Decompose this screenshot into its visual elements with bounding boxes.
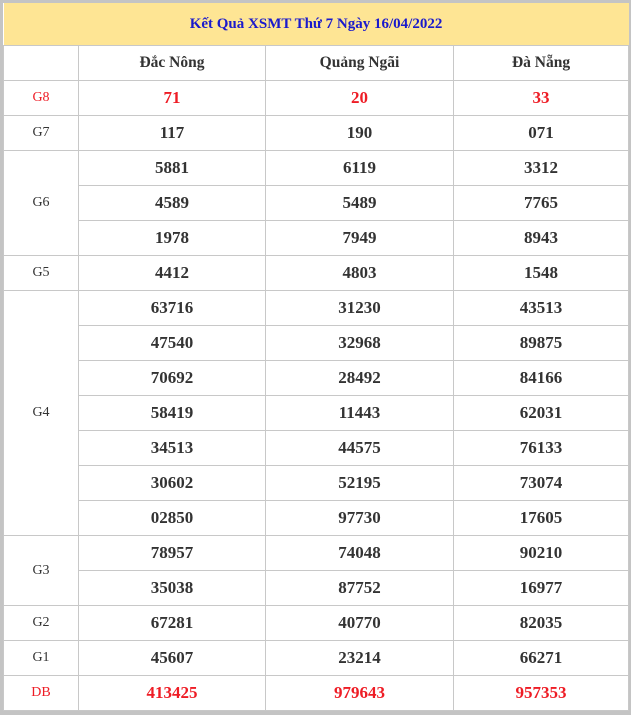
prize-number: 44575 <box>265 430 454 466</box>
prize-number: 4589 <box>78 185 266 221</box>
prize-number: 23214 <box>265 640 454 676</box>
prize-number: 45607 <box>78 640 266 676</box>
header-row: Đắc Nông Quảng Ngãi Đà Nẵng <box>3 45 630 81</box>
prize-number: 6119 <box>265 150 454 186</box>
prize-number: 82035 <box>452 605 630 641</box>
prize-row-g2: G2 67281 40770 82035 <box>3 605 630 641</box>
prize-row-g6: G6 5881 6119 3312 <box>3 150 630 256</box>
prize-number: 20 <box>265 80 454 116</box>
prize-number: 8943 <box>452 220 630 256</box>
prize-number: 3312 <box>452 150 630 186</box>
prize-row-g5: G5 4412 4803 1548 <box>3 255 630 291</box>
table-title: Kết Quả XSMT Thứ 7 Ngày 16/04/2022 <box>3 3 629 46</box>
prize-row-g6: 1978 7949 8943 <box>4 220 630 256</box>
prize-number: 16977 <box>452 570 630 606</box>
prize-number: 90210 <box>452 535 630 571</box>
prize-number: 70692 <box>78 360 266 396</box>
prize-row-g3: G3 78957 74048 90210 <box>3 535 630 606</box>
prize-number: 71 <box>78 80 266 116</box>
prize-label: G8 <box>3 80 79 116</box>
prize-row-db: DB 413425 979643 957353 <box>3 675 630 711</box>
prize-number: 190 <box>265 115 454 151</box>
prize-number: 1978 <box>78 220 266 256</box>
prize-row-g8: G8 71 20 33 <box>3 80 630 116</box>
prize-label: G5 <box>3 255 79 291</box>
lottery-results-table: Kết Quả XSMT Thứ 7 Ngày 16/04/2022 Đắc N… <box>3 3 630 711</box>
title-row: Kết Quả XSMT Thứ 7 Ngày 16/04/2022 <box>3 3 629 46</box>
prize-number: 17605 <box>452 500 630 536</box>
prize-number: 4412 <box>78 255 266 291</box>
prize-number: 5881 <box>78 150 266 186</box>
prize-number: 1548 <box>452 255 630 291</box>
prize-row-g6: 4589 5489 7765 <box>4 185 630 221</box>
prize-number: 28492 <box>265 360 454 396</box>
prize-row-g4: 34513 44575 76133 <box>4 430 630 466</box>
prize-number: 47540 <box>78 325 266 361</box>
prize-number: 58419 <box>78 395 266 431</box>
prize-number: 31230 <box>265 290 454 326</box>
prize-label: G4 <box>3 290 79 536</box>
prize-number: 071 <box>452 115 630 151</box>
prize-row-g4: 30602 52195 73074 <box>4 465 630 501</box>
prize-number: 35038 <box>78 570 266 606</box>
prize-number: 73074 <box>452 465 630 501</box>
prize-row-g4: G4 63716 31230 43513 <box>3 290 630 536</box>
prize-number: 62031 <box>452 395 630 431</box>
prize-number: 84166 <box>452 360 630 396</box>
prize-label: DB <box>3 675 79 711</box>
prize-number: 32968 <box>265 325 454 361</box>
prize-number: 67281 <box>78 605 266 641</box>
prize-number: 7765 <box>452 185 630 221</box>
prize-number: 5489 <box>265 185 454 221</box>
prize-row-g1: G1 45607 23214 66271 <box>3 640 630 676</box>
prize-row-g4: 47540 32968 89875 <box>4 325 630 361</box>
prize-number: 78957 <box>78 535 266 571</box>
prize-number: 52195 <box>265 465 454 501</box>
prize-number: 43513 <box>452 290 630 326</box>
prize-number: 40770 <box>265 605 454 641</box>
prize-number: 74048 <box>265 535 454 571</box>
prize-number: 7949 <box>265 220 454 256</box>
prize-label: G3 <box>3 535 79 606</box>
prize-number: 30602 <box>78 465 266 501</box>
prize-number: 413425 <box>78 675 266 711</box>
prize-number: 87752 <box>265 570 454 606</box>
prize-number: 63716 <box>78 290 266 326</box>
prize-number: 11443 <box>265 395 454 431</box>
prize-number: 66271 <box>452 640 630 676</box>
prize-row-g4: 58419 11443 62031 <box>4 395 630 431</box>
header-province-1: Đắc Nông <box>78 45 266 81</box>
prize-number: 34513 <box>78 430 266 466</box>
prize-number: 4803 <box>265 255 454 291</box>
prize-row-g3: 35038 87752 16977 <box>4 570 630 606</box>
prize-row-g7: G7 117 190 071 <box>3 115 630 151</box>
header-province-3: Đà Nẵng <box>452 45 630 81</box>
prize-number: 33 <box>452 80 630 116</box>
prize-label: G1 <box>3 640 79 676</box>
prize-number: 76133 <box>452 430 630 466</box>
header-empty <box>3 45 79 81</box>
prize-label: G6 <box>3 150 79 256</box>
prize-row-g4: 70692 28492 84166 <box>4 360 630 396</box>
prize-number: 02850 <box>78 500 266 536</box>
prize-number: 979643 <box>265 675 454 711</box>
prize-number: 97730 <box>265 500 454 536</box>
prize-label: G2 <box>3 605 79 641</box>
header-province-2: Quảng Ngãi <box>265 45 454 81</box>
prize-number: 89875 <box>452 325 630 361</box>
prize-row-g4: 02850 97730 17605 <box>4 500 630 536</box>
prize-label: G7 <box>3 115 79 151</box>
prize-number: 957353 <box>452 675 630 711</box>
prize-number: 117 <box>78 115 266 151</box>
